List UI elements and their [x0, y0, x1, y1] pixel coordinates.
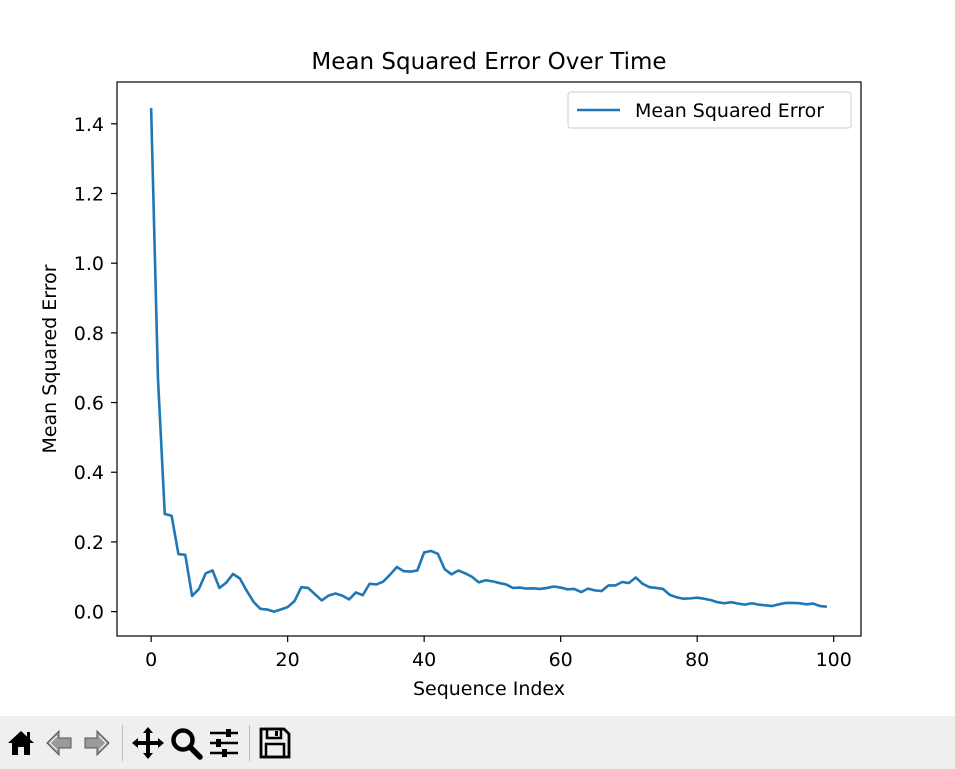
pan-button[interactable] [129, 723, 167, 763]
back-arrow-icon [46, 729, 72, 756]
y-axis-label: Mean Squared Error [39, 264, 61, 453]
x-tick-label: 80 [685, 649, 709, 671]
x-tick-label: 60 [549, 649, 573, 671]
back-button[interactable] [40, 723, 78, 763]
save-button[interactable] [256, 723, 294, 763]
toolbar-separator [249, 724, 250, 761]
y-tick-label: 1.4 [74, 114, 104, 136]
x-axis-label: Sequence Index [413, 678, 565, 700]
series-line-mean-squared-error [149, 108, 828, 613]
home-button[interactable] [2, 723, 40, 763]
x-tick-label: 40 [412, 649, 436, 671]
chart-title: Mean Squared Error Over Time [311, 49, 666, 75]
configure-subplots-button[interactable] [205, 723, 243, 763]
navigation-toolbar [0, 716, 955, 769]
y-tick-label: 0.4 [74, 462, 104, 484]
legend-label: Mean Squared Error [635, 100, 824, 122]
y-tick-label: 1.2 [74, 183, 104, 205]
pan-move-icon [132, 726, 164, 759]
configure-subplots-icon [210, 728, 238, 757]
figure-canvas[interactable]: Mean Squared Error Over Time 0 20 40 60 80 10… [0, 0, 955, 716]
y-tick-label: 0.6 [74, 393, 104, 415]
axes-frame [116, 81, 862, 637]
legend-box [567, 91, 852, 129]
legend: Mean Squared Error [567, 91, 852, 129]
x-axis-ticks: 0 20 40 60 80 100 [145, 636, 852, 671]
y-axis-ticks: 0.0 0.2 0.4 0.6 0.8 1.0 1.2 1.4 [74, 114, 117, 624]
y-tick-label: 0.2 [74, 532, 104, 554]
data-points [151, 108, 827, 612]
y-tick-label: 1.0 [74, 253, 104, 275]
zoom-magnifier-icon [171, 727, 203, 760]
save-floppy-icon [259, 727, 291, 758]
toolbar-separator [122, 724, 123, 761]
forward-arrow-icon [84, 729, 110, 756]
x-tick-label: 20 [276, 649, 300, 671]
x-tick-label: 100 [816, 649, 852, 671]
y-tick-label: 0.8 [74, 323, 104, 345]
zoom-button[interactable] [167, 723, 205, 763]
y-tick-label: 0.0 [74, 602, 104, 624]
forward-button[interactable] [78, 723, 116, 763]
home-icon [8, 730, 34, 755]
x-tick-label: 0 [145, 649, 157, 671]
chart: Mean Squared Error Over Time 0 20 40 60 80 10… [39, 49, 862, 700]
